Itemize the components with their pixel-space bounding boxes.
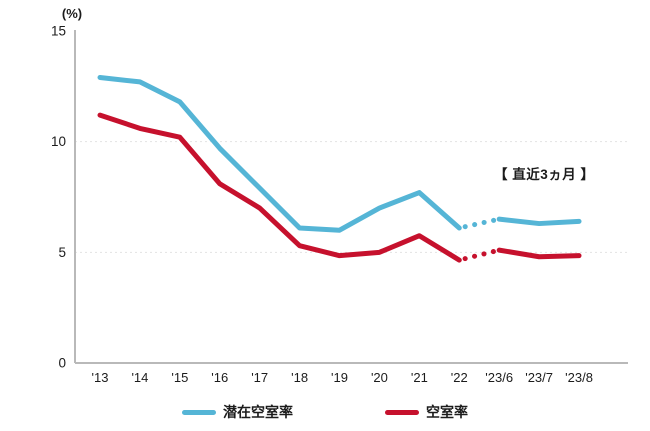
y-axis-unit-label: (%) [62,6,82,21]
x-axis-label-1: '14 [131,370,148,385]
series-1-line-solid-main [97,112,462,263]
legend-swatch-latent-vacancy-rate [182,409,216,415]
legend-item-latent-vacancy-rate: 潜在空室率 [182,402,293,422]
x-axis-label-10: '23/6 [485,370,513,385]
x-axis-label-12: '23/8 [565,370,593,385]
x-axis-label-5: '18 [291,370,308,385]
y-axis-tick-label-10: 10 [51,134,66,149]
y-axis-tick-label-5: 5 [58,245,66,260]
y-axis-tick-label-0: 0 [58,356,66,371]
series-0-line-solid-recent [496,216,582,227]
series-1-line-solid-recent [496,247,582,260]
series-0-line-solid-main [97,74,462,233]
x-axis-label-7: '20 [371,370,388,385]
legend: 潜在空室率 空室率 [0,402,650,422]
legend-label-latent-vacancy-rate: 潜在空室率 [223,404,293,420]
legend-swatch-vacancy-rate [385,409,419,415]
x-axis-label-0: '13 [92,370,109,385]
x-axis-label-4: '17 [251,370,268,385]
x-axis-label-2: '15 [171,370,188,385]
x-axis-label-6: '19 [331,370,348,385]
series-0-line-dotted-forecast-gap [456,216,502,231]
x-axis-label-11: '23/7 [525,370,553,385]
series-1-line-dotted-forecast-gap [456,247,502,263]
x-axis-label-8: '21 [411,370,428,385]
recent-3-months-annotation: 【 直近3ヵ月 】 [494,167,595,182]
y-axis-tick-label-15: 15 [51,24,66,39]
x-axis-label-9: '22 [451,370,468,385]
legend-item-vacancy-rate: 空室率 [385,402,468,422]
legend-label-vacancy-rate: 空室率 [426,404,468,420]
x-axis-label-3: '16 [211,370,228,385]
